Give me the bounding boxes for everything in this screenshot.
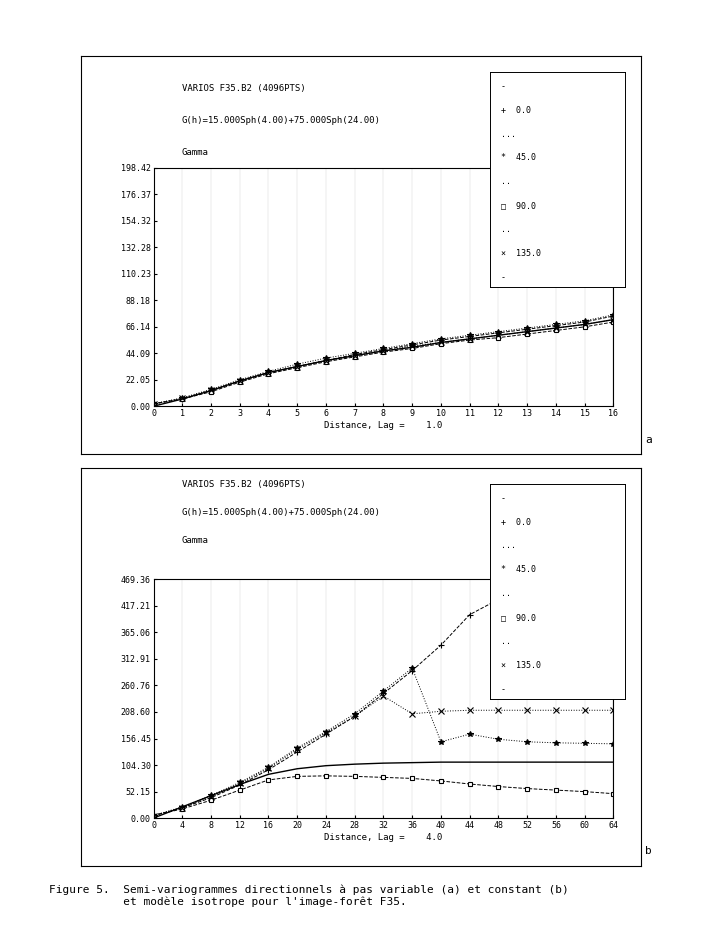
Text: Gamma: Gamma [182,535,208,545]
Text: □  90.0: □ 90.0 [501,201,536,211]
Text: ×  135.0: × 135.0 [501,249,540,258]
X-axis label: Distance, Lag =    1.0: Distance, Lag = 1.0 [325,421,442,430]
Text: G(h)=15.000Sph(4.00)+75.000Sph(24.00): G(h)=15.000Sph(4.00)+75.000Sph(24.00) [182,116,381,124]
Text: *  45.0: * 45.0 [501,565,536,575]
Text: -: - [501,493,505,503]
X-axis label: Distance, Lag =    4.0: Distance, Lag = 4.0 [325,833,442,841]
Text: VARIOS F35.B2 (4096PTS): VARIOS F35.B2 (4096PTS) [182,480,305,489]
Text: ...: ... [501,541,516,550]
Text: ..: .. [501,636,511,646]
Text: G(h)=15.000Sph(4.00)+75.000Sph(24.00): G(h)=15.000Sph(4.00)+75.000Sph(24.00) [182,507,381,517]
Text: ×  135.0: × 135.0 [501,661,540,670]
Text: ...: ... [501,129,516,139]
Text: +  0.0: + 0.0 [501,106,531,115]
Text: VARIOS F35.B2 (4096PTS): VARIOS F35.B2 (4096PTS) [182,84,305,93]
Text: -: - [501,81,505,91]
Text: ..: .. [501,177,511,186]
Text: -: - [501,684,505,694]
Text: □  90.0: □ 90.0 [501,613,536,622]
Text: b: b [645,846,652,856]
Text: Figure 5.  Semi-variogrammes directionnels à pas variable (a) et constant (b)
  : Figure 5. Semi-variogrammes directionnel… [49,885,569,907]
Text: a: a [645,434,652,445]
Text: *  45.0: * 45.0 [501,154,536,163]
Text: Gamma: Gamma [182,148,208,156]
Text: -: - [501,272,505,282]
Text: ..: .. [501,589,511,598]
Text: +  0.0: + 0.0 [501,518,531,527]
Text: ..: .. [501,225,511,234]
